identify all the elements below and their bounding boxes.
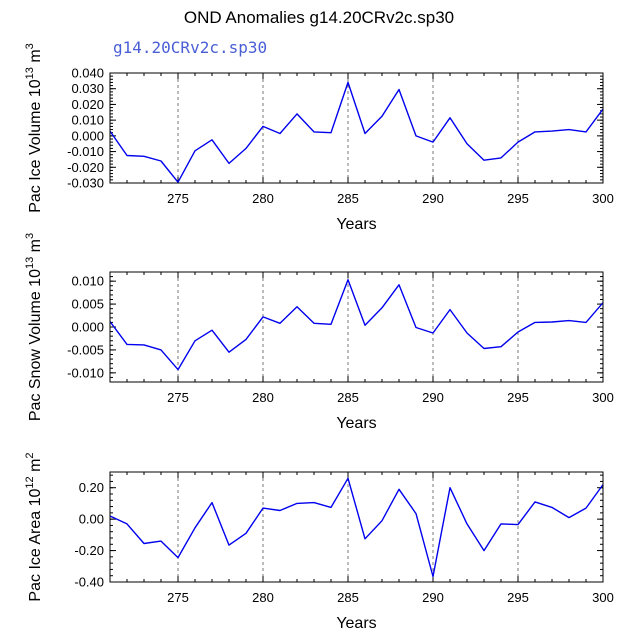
snow-volume-xtick-label: 275 — [167, 390, 189, 405]
snow-volume-xtick-label: 290 — [422, 390, 444, 405]
figure-subtitle: g14.20CRv2c.sp30 — [113, 38, 268, 57]
ice-area-xtick-label: 295 — [507, 590, 529, 605]
ice-area-xtick-label: 285 — [337, 590, 359, 605]
ice-volume-ytick-label: -0.030 — [67, 176, 104, 191]
figure-title: OND Anomalies g14.20CRv2c.sp30 — [183, 8, 455, 27]
ice-volume-ytick-label: -0.020 — [67, 160, 104, 175]
ice-area-ytick-label: 0.20 — [79, 480, 104, 495]
ice-volume-xtick-label: 285 — [337, 191, 359, 206]
snow-volume-xtick-label: 280 — [252, 390, 274, 405]
panel-ice-area: 275 280 285 290 295 300 -0.40 -0.20 0.00 0.20 Year… — [24, 452, 614, 632]
ice-volume-ytick-label: 0.030 — [71, 81, 104, 96]
ice-volume-xtick-label: 280 — [252, 191, 274, 206]
ice-area-ytick-label: -0.20 — [74, 543, 104, 558]
panel-ice-volume: 275 280 285 290 295 300 -0.030-0.020-0.0100.00… — [24, 43, 614, 233]
ice-volume-series-line — [109, 81, 604, 183]
ice-area-xtick-label: 300 — [592, 590, 614, 605]
ice-area-plot-frame — [109, 471, 604, 583]
ice-volume-ytick-label: 0.000 — [71, 128, 104, 143]
ice-volume-xtick-label: 300 — [592, 191, 614, 206]
ice-volume-plot-frame — [109, 72, 604, 184]
snow-volume-ytick-label: 0.005 — [71, 297, 104, 312]
ice-volume-xtick-label: 295 — [507, 191, 529, 206]
ice-volume-ytick-label: 0.010 — [71, 113, 104, 128]
ice-area-ytick-label: -0.40 — [74, 575, 104, 590]
snow-volume-ytick-label: -0.010 — [67, 365, 104, 380]
snow-volume-xtick-label: 285 — [337, 390, 359, 405]
ice-area-xtick-label: 280 — [252, 590, 274, 605]
ice-volume-ytick-label: 0.020 — [71, 97, 104, 112]
ice-volume-ytick-label: 0.040 — [71, 66, 104, 81]
snow-volume-xlabel: Years — [336, 415, 376, 432]
ice-volume-xlabel: Years — [336, 216, 376, 233]
panel-snow-volume: 275 280 285 290 295 300 -0.010 -0.005 0.000 0.005… — [24, 233, 614, 432]
snow-volume-ytick-label: 0.000 — [71, 320, 104, 335]
ice-area-ylabel: Pac Ice Area 1012 m2 — [24, 452, 44, 601]
snow-volume-plot-frame — [109, 271, 604, 383]
ice-area-xtick-label: 290 — [422, 590, 444, 605]
ice-volume-xtick-label: 290 — [422, 191, 444, 206]
ice-area-series-line — [109, 477, 604, 578]
snow-volume-xtick-label: 300 — [592, 390, 614, 405]
ice-area-ytick-label: 0.00 — [79, 512, 104, 527]
ice-volume-xtick-label: 275 — [167, 191, 189, 206]
ice-area-xlabel: Years — [336, 615, 376, 632]
snow-volume-xtick-label: 295 — [507, 390, 529, 405]
snow-volume-series-line — [109, 279, 604, 371]
ice-volume-ylabel: Pac Ice Volume 1013 m3 — [24, 43, 44, 213]
ice-area-xtick-label: 275 — [167, 590, 189, 605]
snow-volume-ylabel: Pac Snow Volume 1013 m3 — [24, 233, 44, 421]
ice-volume-ytick-label: -0.010 — [67, 144, 104, 159]
snow-volume-ytick-label: 0.010 — [71, 274, 104, 289]
snow-volume-ytick-label: -0.005 — [67, 342, 104, 357]
